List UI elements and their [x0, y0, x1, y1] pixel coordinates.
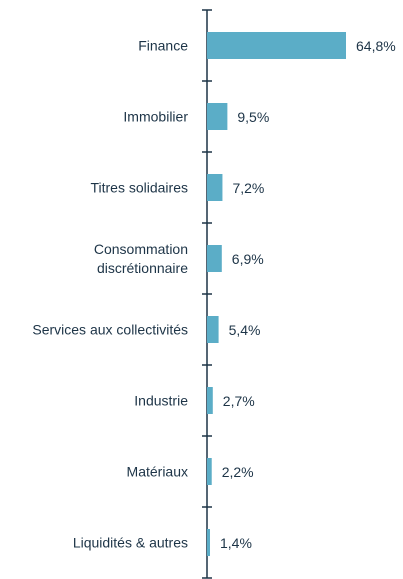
bar	[207, 32, 346, 59]
bar	[207, 458, 212, 485]
category-label: Consommation discrétionnaire	[93, 240, 188, 276]
category-label: Finance	[138, 37, 188, 53]
category-label: Titres solidaires	[90, 179, 188, 195]
value-label: 6,9%	[231, 250, 264, 267]
bar	[207, 529, 211, 556]
bar	[207, 103, 228, 130]
value-label: 2,7%	[222, 392, 255, 409]
category-label: Services aux collectivités	[32, 321, 188, 337]
value-label: 2,2%	[221, 463, 254, 480]
category-label: Liquidités & autres	[72, 534, 188, 550]
bar	[207, 174, 223, 201]
bar	[207, 245, 222, 272]
value-label: 9,5%	[237, 108, 270, 125]
bar	[207, 387, 213, 414]
value-label: 5,4%	[228, 321, 261, 338]
category-label: Immobilier	[123, 108, 188, 124]
bar	[207, 316, 219, 343]
value-label: 7,2%	[232, 179, 265, 196]
category-label: Industrie	[134, 392, 188, 408]
category-label: Matériaux	[126, 463, 188, 479]
value-label: 1,4%	[220, 534, 252, 551]
value-label: 64,8%	[356, 37, 396, 54]
